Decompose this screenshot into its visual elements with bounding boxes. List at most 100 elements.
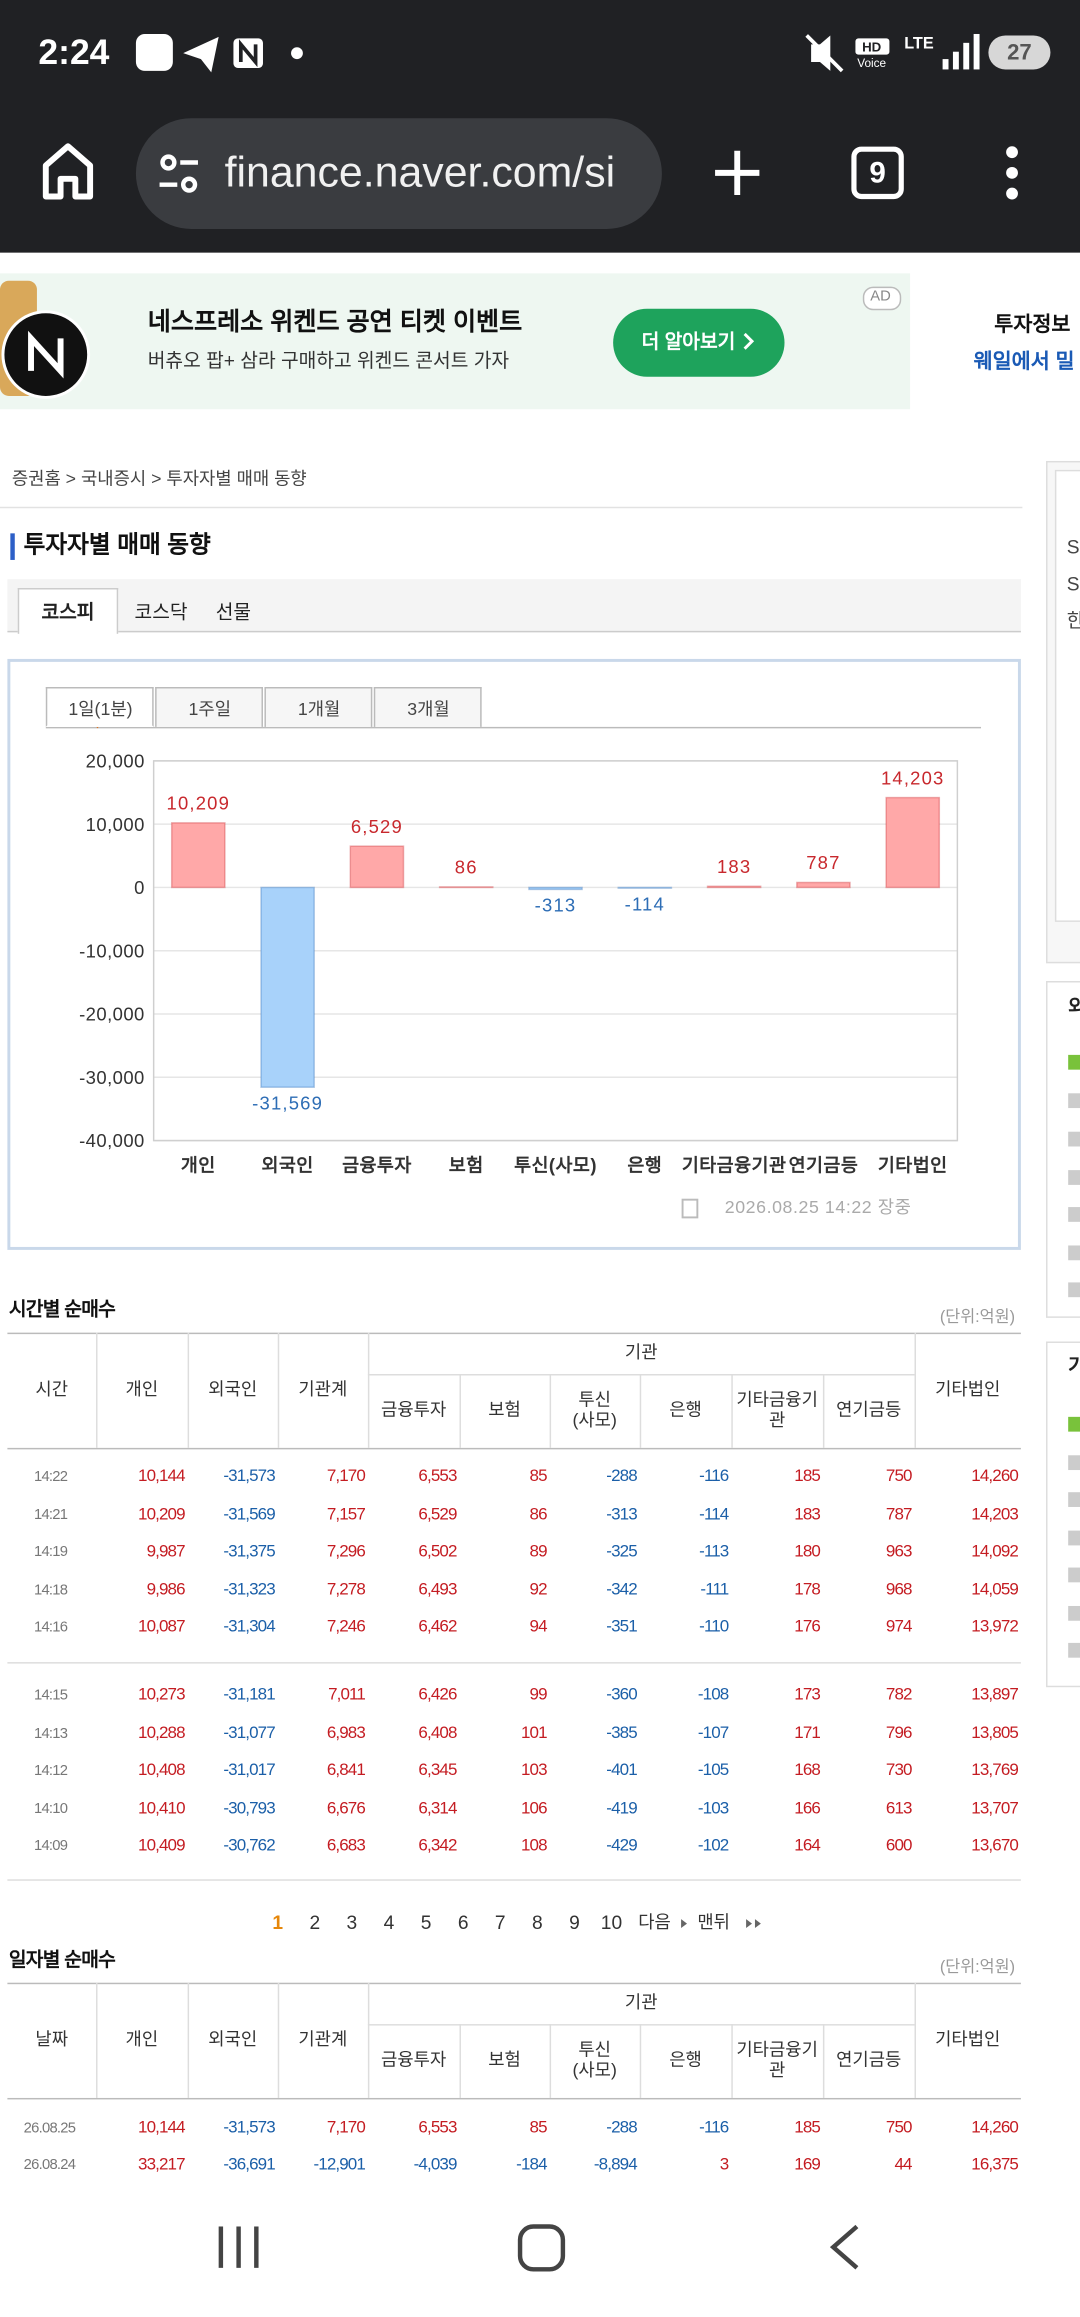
period-tab-label[interactable]: 1개월: [297, 698, 341, 720]
cell-value: 750: [885, 1467, 913, 1486]
row-label: 14:22: [33, 1468, 68, 1486]
sidebar-rank: [1068, 1530, 1080, 1546]
cell-value: 6,683: [326, 1837, 366, 1856]
x-tick-label: 연기금등: [789, 1155, 859, 1176]
cell-value: -31,077: [223, 1724, 275, 1742]
cell-value: 10,288: [138, 1724, 186, 1742]
period-tab-label[interactable]: 1일(1분): [68, 698, 133, 720]
sidebar-rank: [1068, 1093, 1080, 1109]
cell-value: 13,707: [971, 1799, 1019, 1818]
header-divider: [639, 1374, 642, 1448]
cell-value: 9,986: [146, 1581, 186, 1599]
cell-value: -31,573: [223, 2119, 275, 2137]
cell-value: 6,841: [326, 1761, 366, 1780]
bar: [885, 796, 941, 889]
x-tick-label: 기타금융기관: [682, 1155, 787, 1176]
cell-value: 6,342: [418, 1837, 457, 1856]
cell-value: 13,670: [971, 1837, 1019, 1856]
cell-value: 7,246: [326, 1618, 366, 1637]
divider: [0, 506, 1023, 509]
period-tab[interactable]: [264, 687, 373, 727]
period-tab-label[interactable]: 1주일: [188, 698, 232, 720]
cell-value: -12,901: [313, 2156, 365, 2174]
active-tab[interactable]: [17, 588, 119, 634]
page-link[interactable]: 2: [309, 1911, 321, 1934]
ad-title: 네스프레소 위켄드 공연 티켓 이벤트: [147, 307, 523, 336]
header-line: [367, 2024, 915, 2026]
page-link[interactable]: 10: [600, 1911, 623, 1934]
header-line: [367, 1374, 915, 1376]
cell-value: 86: [529, 1505, 548, 1524]
hd-box: [855, 38, 890, 55]
column-header: 기관계: [298, 1378, 348, 1400]
ad-button[interactable]: [613, 308, 785, 377]
tabs-icon[interactable]: [851, 146, 904, 200]
cell-value: 7,296: [326, 1543, 366, 1562]
ad-button-label[interactable]: 더 알아보기: [641, 330, 736, 353]
page-link[interactable]: 1: [272, 1911, 284, 1934]
ad-side-link[interactable]: 웨일에서 밀: [973, 348, 1075, 373]
x-tick-label: 은행: [627, 1155, 662, 1176]
page-link[interactable]: 4: [383, 1911, 395, 1934]
cell-value: -108: [697, 1686, 729, 1705]
next-link[interactable]: 다음: [638, 1911, 671, 1933]
x-tick-label: 투신(사모): [514, 1155, 597, 1176]
period-tab[interactable]: [155, 687, 263, 727]
cell-value: 6,553: [418, 2119, 457, 2137]
nav-home[interactable]: [517, 2224, 566, 2272]
page-link[interactable]: 6: [457, 1911, 469, 1934]
last-link[interactable]: 맨뒤: [697, 1911, 730, 1933]
period-tab[interactable]: [45, 687, 154, 727]
cell-value: 963: [885, 1543, 913, 1562]
header-divider: [639, 2024, 642, 2098]
url-bar[interactable]: [135, 118, 662, 230]
table-unit: (단위:억원): [939, 1958, 1015, 1977]
page-link[interactable]: 5: [420, 1911, 432, 1934]
cell-value: 164: [794, 1837, 821, 1856]
value-label: 6,529: [351, 816, 403, 837]
next-arrow: [681, 1919, 688, 1929]
column-header: 연기금등: [836, 1399, 902, 1420]
clock-icon: [681, 1198, 699, 1219]
page-link[interactable]: 7: [494, 1911, 506, 1934]
sidebar-rank: [1068, 1245, 1080, 1261]
app-icon: [135, 33, 173, 71]
menu-icon[interactable]: [1006, 146, 1018, 200]
cell-value: 10,144: [138, 2119, 186, 2137]
x-tick-label: 외국인: [261, 1155, 313, 1176]
cell-value: 14,092: [971, 1543, 1019, 1562]
market-tab[interactable]: 코스닥: [134, 600, 188, 623]
dot-icon: [291, 47, 303, 60]
signal-icon: [942, 33, 980, 70]
market-tab[interactable]: 코스피: [41, 600, 95, 623]
page-link[interactable]: 8: [531, 1911, 543, 1934]
cell-value: 10,408: [138, 1761, 186, 1780]
nav-bar: [0, 2193, 1080, 2317]
period-tab-label[interactable]: 3개월: [407, 698, 450, 720]
column-header: 은행: [669, 2049, 702, 2071]
cell-value: 730: [885, 1761, 913, 1780]
network: LTE: [904, 34, 934, 53]
bar: [706, 885, 762, 889]
nav-recent[interactable]: [218, 2226, 259, 2268]
page-link[interactable]: 9: [569, 1911, 580, 1934]
value-label: 14,203: [881, 767, 945, 788]
cell-value: -429: [606, 1837, 637, 1856]
hd-badge: HD: [862, 39, 882, 55]
cell-value: -385: [606, 1724, 637, 1742]
market-tab[interactable]: 선물: [215, 600, 252, 623]
row-label: 14:13: [33, 1725, 68, 1742]
header-line: [7, 2097, 1021, 2100]
period-tab[interactable]: [373, 687, 482, 727]
cell-value: 13,805: [971, 1724, 1019, 1742]
tune-icon[interactable]: [159, 154, 198, 193]
page-link[interactable]: 3: [346, 1911, 358, 1934]
cell-value: 94: [529, 1618, 548, 1637]
sidebar-rank: [1068, 1416, 1080, 1432]
nav-back[interactable]: [829, 2224, 859, 2270]
home-icon[interactable]: [42, 143, 94, 200]
row-label: 14:19: [33, 1544, 68, 1561]
cell-value: -30,762: [223, 1837, 275, 1856]
new-tab-icon[interactable]: [715, 150, 760, 196]
